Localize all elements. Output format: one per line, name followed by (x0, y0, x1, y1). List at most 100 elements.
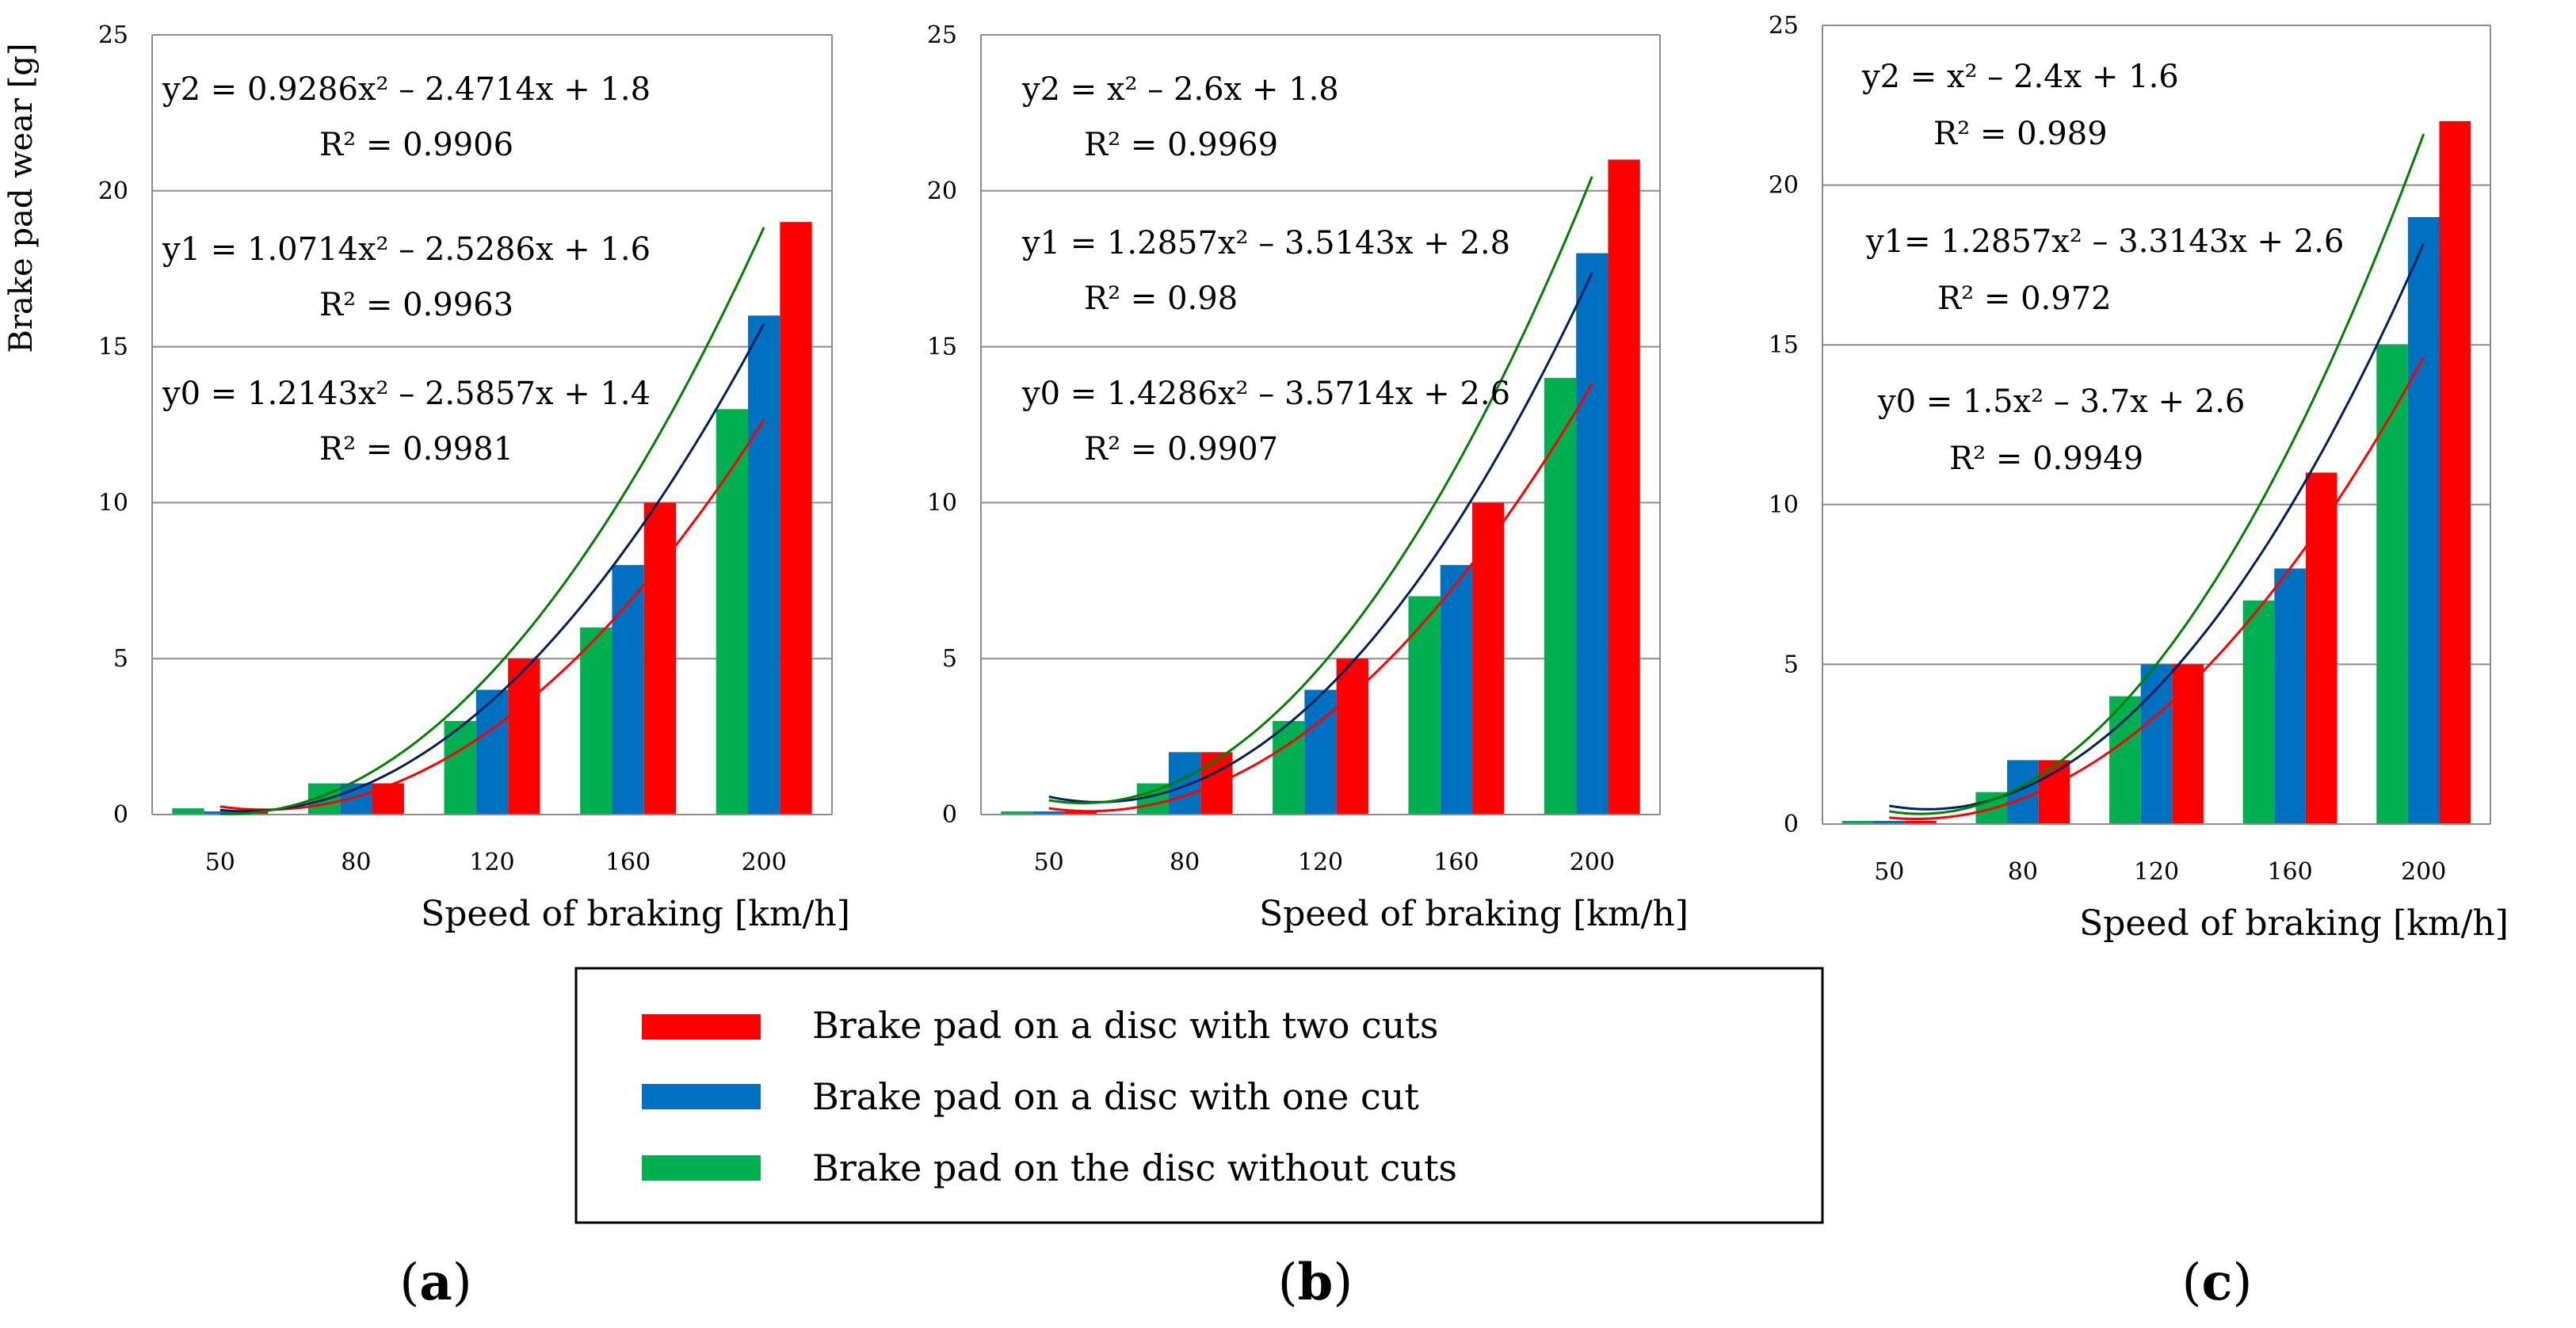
x-tick-label: 50 (1034, 849, 1064, 876)
x-axis-label: Speed of braking [km/h] (421, 894, 850, 934)
x-tick-label: 80 (2008, 858, 2038, 886)
x-tick-label: 120 (2134, 858, 2179, 886)
panel-label-c: (c) (2182, 1253, 2253, 1312)
legend-label-two-cuts: Brake pad on a disc with two cuts (812, 1004, 1439, 1047)
trend-equation-y2: y2 = x² – 2.6x + 1.8 (1021, 71, 1339, 108)
x-tick-label: 80 (1170, 849, 1200, 876)
bar-b-s2-c0 (1064, 811, 1097, 815)
bar-c-s2-c0 (1905, 820, 1937, 824)
x-tick-label: 200 (742, 849, 787, 876)
y-tick-label: 0 (113, 801, 128, 829)
trend-equation-y2: y2 = 0.9286x² – 2.4714x + 1.8 (162, 71, 651, 108)
y-tick-label: 10 (927, 489, 957, 517)
trend-equation-y1: y1 = 1.2857x² – 3.5143x + 2.8 (1021, 225, 1510, 261)
trend-equation-y0: y0 = 1.4286x² – 3.5714x + 2.6 (1021, 376, 1510, 412)
x-tick-label: 50 (205, 849, 235, 876)
bar-c-s2-c2 (2172, 664, 2204, 824)
bar-c-s0-c4 (2376, 345, 2408, 824)
bar-a-s1-c4 (748, 315, 780, 815)
bar-c-s2-c4 (2439, 120, 2471, 824)
y-tick-label: 25 (927, 21, 957, 49)
legend-swatch-two-cuts (642, 1014, 761, 1040)
x-tick-label: 50 (1874, 858, 1904, 886)
bar-a-s1-c0 (204, 811, 236, 815)
chart-panel-b: 0 5 10 15 20 25 50 80 120 160 200 y2 = x² – 2.6x + … (927, 21, 1689, 1312)
trend-r2-y2: R² = 0.989 (1933, 116, 2108, 152)
bar-a-s2-c2 (508, 658, 540, 815)
y-tick-label: 15 (98, 334, 128, 361)
y-tick-label: 0 (942, 801, 957, 829)
trend-equation-y2: y2 = x² – 2.4x + 1.6 (1861, 59, 2179, 95)
trend-r2-y0: R² = 0.9907 (1084, 431, 1278, 467)
panel-label-a: (a) (399, 1253, 471, 1312)
trend-equation-y1: y1 = 1.0714x² – 2.5286x + 1.6 (162, 231, 651, 268)
x-tick-label: 80 (341, 849, 371, 876)
y-tick-label: 10 (98, 489, 128, 517)
trend-r2-y1: R² = 0.98 (1084, 280, 1238, 317)
bar-b-s1-c3 (1440, 565, 1473, 815)
x-tick-label: 120 (1298, 849, 1343, 876)
bar-c-s1-c3 (2274, 568, 2306, 824)
trend-equation-y0: y0 = 1.5x² – 3.7x + 2.6 (1877, 384, 2245, 420)
y-tick-label: 25 (98, 21, 128, 49)
y-tick-label: 5 (1784, 651, 1799, 678)
bar-c-s0-c3 (2242, 600, 2275, 824)
x-tick-label: 160 (1433, 849, 1479, 876)
trendline-y0 (219, 227, 765, 815)
legend-swatch-one-cut (642, 1084, 761, 1109)
bar-b-s1-c0 (1032, 811, 1065, 815)
x-tick-label: 200 (1570, 849, 1615, 876)
legend-label-one-cut: Brake pad on a disc with one cut (812, 1075, 1419, 1118)
y-tick-label: 5 (942, 645, 957, 673)
x-axis-label: Speed of braking [km/h] (1259, 894, 1689, 934)
trendline-y2 (219, 418, 765, 811)
trend-r2-y0: R² = 0.9981 (319, 431, 513, 467)
bar-b-s2-c4 (1608, 159, 1640, 815)
bar-a-s1-c3 (612, 565, 644, 815)
chart-panel-c: 0 5 10 15 20 25 50 80 120 160 200 y2 = x² – 2.4x + … (1769, 12, 2509, 1312)
bar-b-s2-c3 (1472, 502, 1505, 815)
trend-r2-y1: R² = 0.9963 (319, 287, 513, 323)
bar-c-s2-c3 (2305, 472, 2337, 824)
trend-r2-y0: R² = 0.9949 (1949, 441, 2143, 477)
bar-c-s2-c1 (2038, 760, 2070, 824)
trendline-y2 (1048, 384, 1593, 813)
trendline-y1 (1048, 272, 1593, 803)
bar-c-s0-c0 (1841, 820, 1874, 824)
x-tick-label: 200 (2401, 858, 2446, 886)
bar-c-s1-c0 (1873, 820, 1906, 824)
y-tick-label: 15 (1769, 331, 1799, 359)
y-tick-label: 0 (1784, 811, 1799, 838)
legend-swatch-no-cuts (642, 1155, 761, 1181)
bar-b-s0-c4 (1544, 377, 1577, 815)
y-tick-label: 10 (1769, 491, 1799, 519)
trendline-y1 (219, 322, 765, 813)
y-tick-label: 20 (1769, 172, 1799, 200)
bar-c-s1-c2 (2140, 664, 2173, 824)
bar-b-s1-c2 (1304, 689, 1337, 815)
legend: Brake pad on a disc with two cuts Brake … (574, 967, 1824, 1224)
trend-equation-y1: y1= 1.2857x² – 3.3143x + 2.6 (1865, 223, 2344, 260)
bar-c-s0-c2 (2109, 696, 2141, 824)
trendline-y0 (1048, 176, 1593, 805)
trendline-y2 (1889, 357, 2425, 821)
trendline-y1 (1889, 242, 2425, 811)
chart-panel-a: 0 5 10 15 20 25 50 80 120 160 200 y2 = 0.9286x² – 2… (98, 21, 850, 1312)
panel-label-b: (b) (1278, 1253, 1353, 1312)
bar-a-s2-c1 (372, 783, 404, 815)
bar-a-s1-c2 (475, 689, 509, 815)
bar-b-s0-c3 (1408, 596, 1441, 815)
bar-a-s0-c3 (580, 627, 613, 815)
y-tick-label: 5 (113, 645, 128, 673)
bar-b-s1-c4 (1576, 253, 1609, 815)
legend-label-no-cuts: Brake pad on the disc without cuts (812, 1147, 1457, 1189)
bar-a-s2-c3 (643, 502, 677, 815)
y-tick-label: 25 (1769, 12, 1799, 40)
bar-b-s2-c2 (1336, 658, 1368, 815)
trend-r2-y1: R² = 0.972 (1937, 280, 2112, 317)
x-tick-label: 120 (469, 849, 514, 876)
bar-a-s0-c4 (716, 409, 749, 815)
trend-equation-y0: y0 = 1.2143x² – 2.5857x + 1.4 (162, 376, 651, 412)
